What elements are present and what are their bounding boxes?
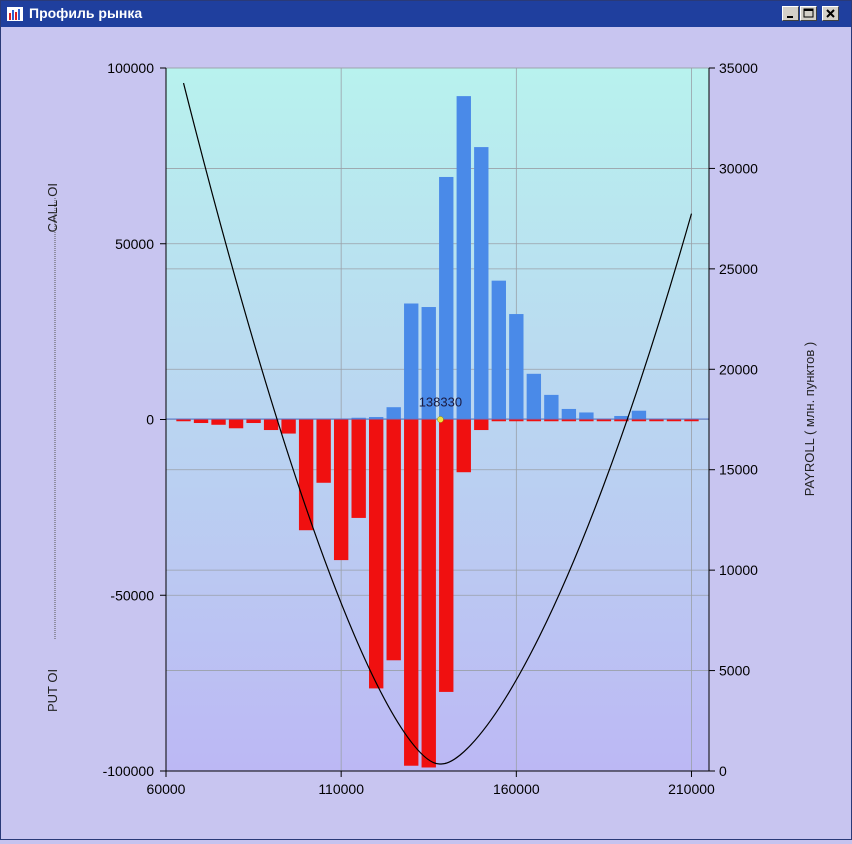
chart-app-icon xyxy=(7,7,23,21)
right-tick-label: 30000 xyxy=(719,160,758,176)
put-oi-bar xyxy=(404,419,419,766)
left-tick-label: -100000 xyxy=(103,763,155,779)
call-oi-bar xyxy=(526,373,542,420)
left-tick-label: 50000 xyxy=(115,236,154,252)
x-tick-label: 160000 xyxy=(493,781,540,797)
put-oi-bars xyxy=(176,419,699,768)
put-oi-bar xyxy=(666,419,682,422)
title-bar[interactable]: Профиль рынка xyxy=(1,1,851,27)
put-oi-label: PUT OI xyxy=(45,669,60,712)
payroll-label: PAYROLL ( млн. пунктов ) xyxy=(802,342,817,496)
put-oi-bar xyxy=(369,419,384,689)
put-oi-bar xyxy=(421,419,436,768)
left-axis-ticks: 100000 50000 0 -50000 -100000 xyxy=(103,60,166,779)
price-marker: 138330 xyxy=(419,395,462,423)
put-oi-bar xyxy=(474,419,489,431)
put-oi-bar xyxy=(228,419,244,429)
price-marker-label: 138330 xyxy=(419,395,462,410)
right-tick-label: 35000 xyxy=(719,60,758,76)
right-axis-ticks: 35000 30000 25000 20000 15000 10000 5000 0 xyxy=(709,60,758,779)
left-tick-label: -50000 xyxy=(110,587,154,603)
call-oi-bar xyxy=(439,176,454,420)
put-oi-bar xyxy=(176,419,191,422)
call-oi-bar xyxy=(386,407,401,420)
put-oi-bar xyxy=(526,419,542,422)
right-tick-label: 10000 xyxy=(719,562,758,578)
put-oi-bar xyxy=(579,419,594,422)
right-tick-label: 0 xyxy=(719,763,727,779)
call-oi-bar xyxy=(456,96,471,420)
call-oi-bars xyxy=(351,96,647,420)
chart-area: 138330 100000 50000 0 -50000 -100000 35000 30… xyxy=(1,28,851,839)
put-oi-bar xyxy=(211,419,226,425)
put-oi-bar xyxy=(561,419,577,422)
minimize-button[interactable] xyxy=(782,6,799,21)
price-marker-dot xyxy=(437,416,444,423)
call-oi-bar xyxy=(509,314,524,420)
put-oi-bar xyxy=(649,419,664,422)
x-tick-label: 60000 xyxy=(147,781,186,797)
put-oi-bar xyxy=(614,419,629,422)
close-icon xyxy=(826,9,835,18)
put-oi-bar xyxy=(351,419,366,518)
x-tick-label: 210000 xyxy=(668,781,715,797)
put-oi-bar xyxy=(631,419,647,422)
maximize-icon xyxy=(803,8,814,18)
window-title: Профиль рынка xyxy=(29,5,143,21)
put-oi-bar xyxy=(263,419,279,431)
close-button[interactable] xyxy=(822,6,839,21)
put-oi-bar xyxy=(456,419,471,473)
right-tick-label: 20000 xyxy=(719,361,758,377)
right-tick-label: 25000 xyxy=(719,261,758,277)
put-oi-bar xyxy=(509,419,524,422)
call-oi-bar xyxy=(561,408,577,420)
put-oi-bar xyxy=(281,419,296,434)
put-oi-bar xyxy=(596,419,612,422)
call-oi-label: CALL OI xyxy=(45,183,60,232)
call-oi-bar xyxy=(421,307,436,420)
put-oi-bar xyxy=(298,419,314,531)
put-oi-bar xyxy=(684,419,699,422)
minimize-icon xyxy=(787,16,793,18)
put-oi-bar xyxy=(193,419,209,424)
left-tick-label: 100000 xyxy=(107,60,154,76)
call-oi-bar xyxy=(614,415,629,420)
put-oi-bar xyxy=(386,419,401,661)
call-oi-bar xyxy=(369,417,384,420)
put-oi-bar xyxy=(316,419,331,483)
put-oi-bar xyxy=(491,419,506,422)
put-oi-bar xyxy=(333,419,349,561)
right-tick-label: 15000 xyxy=(719,462,758,478)
call-oi-bar xyxy=(579,412,594,420)
put-oi-bar xyxy=(544,419,559,422)
payroll-line xyxy=(182,82,693,765)
left-tick-label: 0 xyxy=(146,412,154,428)
call-oi-bar xyxy=(474,147,489,420)
put-oi-bar xyxy=(439,419,454,692)
put-oi-bar xyxy=(246,419,261,424)
call-oi-bar xyxy=(544,394,559,420)
x-tick-label: 110000 xyxy=(318,781,364,797)
call-oi-bar xyxy=(491,280,506,420)
payroll-curve xyxy=(182,82,693,765)
maximize-button[interactable] xyxy=(800,6,817,21)
call-oi-bar xyxy=(631,410,647,420)
right-tick-label: 5000 xyxy=(719,663,750,679)
call-oi-bar xyxy=(404,303,419,420)
x-axis-ticks: 60000 110000 160000 210000 xyxy=(147,771,715,797)
